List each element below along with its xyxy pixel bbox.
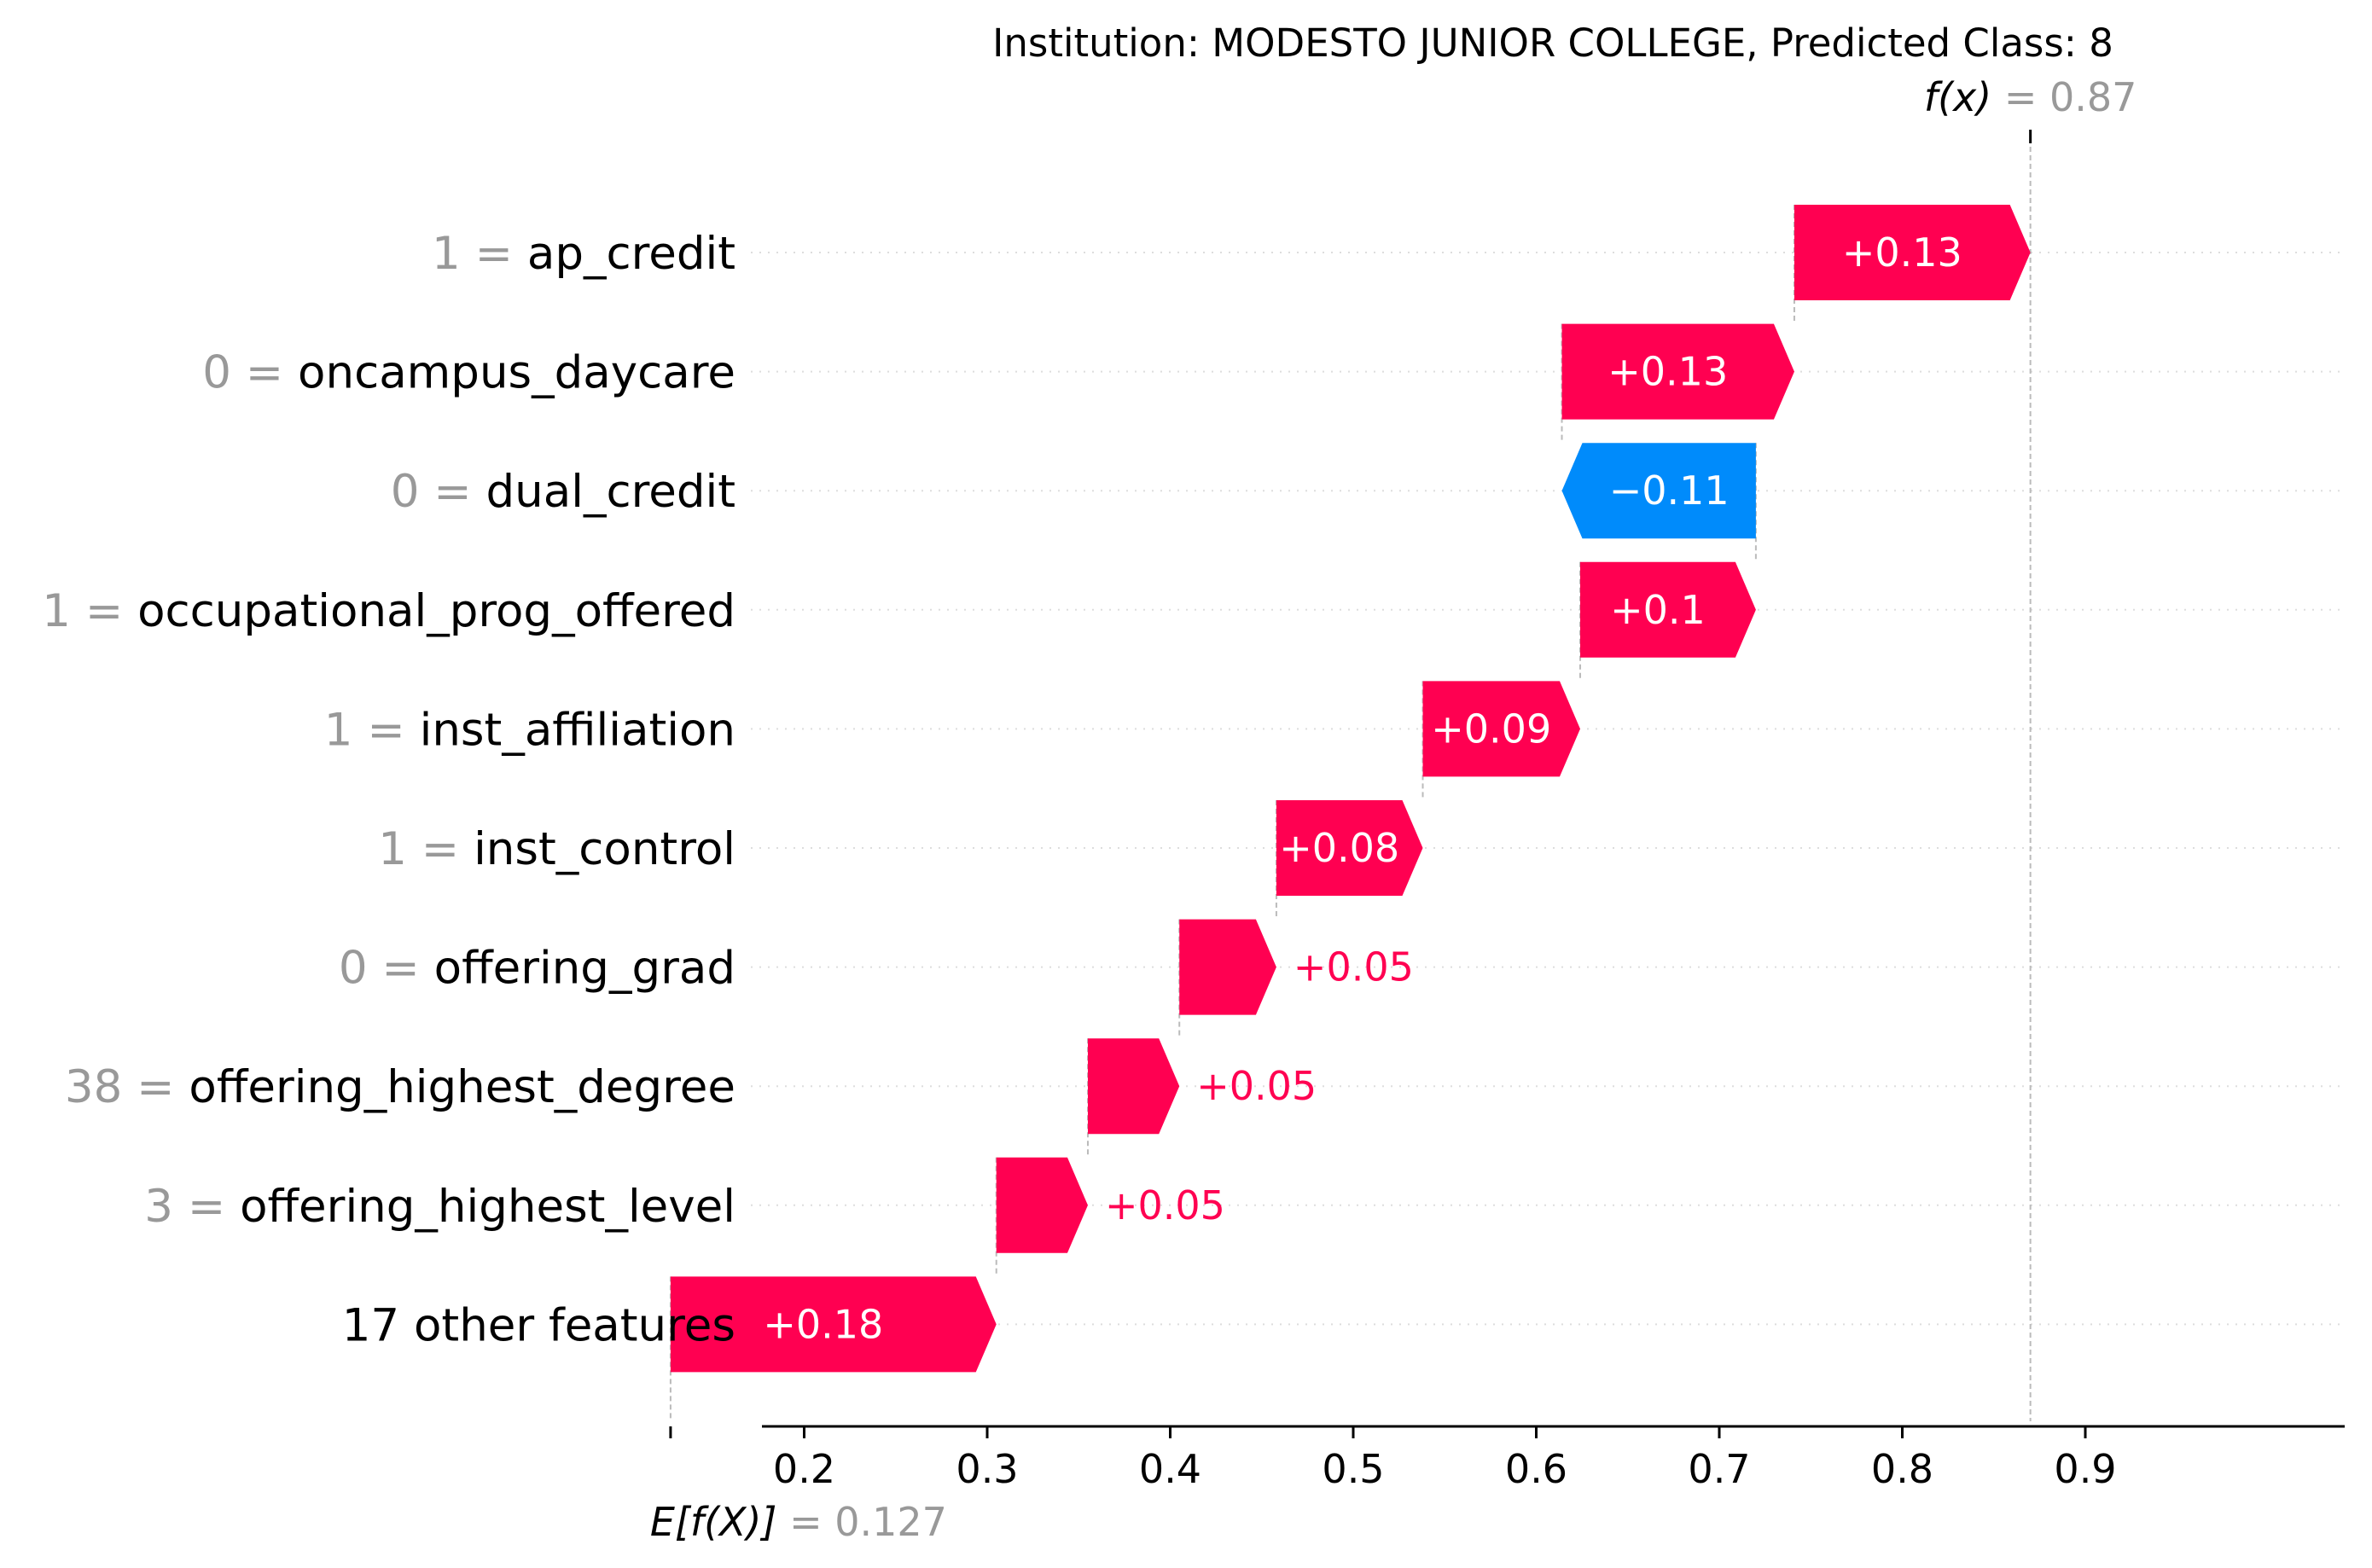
feature-value: 1 = xyxy=(42,585,137,637)
feature-name: offering_highest_degree xyxy=(189,1061,735,1113)
output-value-annotation: f(x) = 0.87 xyxy=(1924,74,2137,143)
feature-label: 1 = ap_credit xyxy=(432,228,735,280)
bar-value-label: −0.11 xyxy=(1609,467,1730,514)
waterfall-bar xyxy=(1422,681,1580,777)
bar-value-label: +0.09 xyxy=(1431,706,1551,752)
base-value-number: = 0.127 xyxy=(789,1499,947,1545)
chart-title: Institution: MODESTO JUNIOR COLLEGE, Pre… xyxy=(992,20,2113,66)
base-value-symbol: E[f(X)] xyxy=(650,1499,789,1545)
feature-value: 3 = xyxy=(144,1181,240,1233)
waterfall-bar xyxy=(1087,1038,1180,1135)
feature-label: 1 = inst_control xyxy=(378,823,735,875)
bar-value-label: +0.08 xyxy=(1279,825,1399,871)
x-axis: 0.2 0.3 0.4 0.5 0.6 0.7 0.8 0.9 xyxy=(762,1425,2345,1492)
x-tick-label: 0.2 xyxy=(773,1446,835,1492)
feature-label: 1 = occupational_prog_offered xyxy=(42,585,735,637)
waterfall-bar xyxy=(1561,443,1756,539)
feature-value: 0 = xyxy=(391,466,486,518)
feature-value: 1 = xyxy=(324,704,420,756)
bar-value-label: +0.05 xyxy=(1105,1182,1225,1228)
feature-labels: 1 = ap_credit +0.13 0 = oncampus_daycare +0… xyxy=(42,228,1962,1351)
bar-value-label: +0.05 xyxy=(1196,1063,1317,1109)
base-value-label: E[f(X)] = 0.127 xyxy=(650,1499,947,1545)
bars xyxy=(670,205,2031,1373)
feature-label: 0 = offering_grad xyxy=(339,943,735,995)
output-value-number: = 0.87 xyxy=(2004,74,2137,120)
feature-name: inst_control xyxy=(474,823,735,875)
feature-value: 0 = xyxy=(202,347,298,399)
guide-lines xyxy=(669,130,2032,1421)
feature-label: 0 = dual_credit xyxy=(391,466,735,518)
feature-value: 1 = xyxy=(432,228,527,280)
feature-name: offering_highest_level xyxy=(240,1181,735,1233)
feature-value: 0 = xyxy=(339,943,434,995)
x-tick-label: 0.8 xyxy=(1871,1446,1933,1492)
feature-value: 1 = xyxy=(378,823,474,875)
output-value-symbol: f(x) xyxy=(1924,74,2004,120)
waterfall-bar xyxy=(1794,205,2031,300)
feature-name: offering_grad xyxy=(434,943,735,995)
waterfall-bar xyxy=(670,1276,997,1373)
feature-label: 0 = oncampus_daycare xyxy=(202,347,735,399)
x-tick-label: 0.9 xyxy=(2054,1446,2116,1492)
bar-value-label: +0.05 xyxy=(1294,944,1414,990)
waterfall-bar xyxy=(1179,919,1276,1015)
feature-label: 3 = offering_highest_level xyxy=(144,1181,735,1233)
x-tick-label: 0.4 xyxy=(1139,1446,1201,1492)
output-value-label: f(x) = 0.87 xyxy=(1924,74,2137,120)
feature-name: oncampus_daycare xyxy=(298,347,735,399)
feature-label: 38 = offering_highest_degree xyxy=(65,1061,735,1113)
x-tick-label: 0.7 xyxy=(1688,1446,1750,1492)
x-tick-label: 0.3 xyxy=(956,1446,1018,1492)
feature-label: 17 other features xyxy=(342,1299,735,1351)
feature-name: ap_credit xyxy=(527,228,735,280)
bar-value-label: +0.18 xyxy=(763,1301,883,1347)
waterfall-bar xyxy=(1579,561,1756,658)
feature-name: dual_credit xyxy=(486,466,735,518)
grid-lines xyxy=(751,252,2345,1326)
feature-name: inst_affiliation xyxy=(420,704,735,756)
waterfall-bar xyxy=(1561,323,1794,420)
feature-name: occupational_prog_offered xyxy=(137,585,735,637)
bar-value-label: +0.13 xyxy=(1607,349,1728,395)
bar-value-label: +0.1 xyxy=(1610,587,1706,633)
bar-value-label: +0.13 xyxy=(1842,229,1962,276)
waterfall-bar xyxy=(1276,800,1423,896)
feature-name: 17 other features xyxy=(342,1299,735,1351)
x-tick-label: 0.6 xyxy=(1505,1446,1567,1492)
base-value-annotation: E[f(X)] = 0.127 xyxy=(650,1426,947,1545)
feature-value: 38 = xyxy=(65,1061,189,1113)
feature-label: 1 = inst_affiliation xyxy=(324,704,735,756)
x-tick-label: 0.5 xyxy=(1322,1446,1384,1492)
waterfall-bar xyxy=(996,1157,1088,1253)
